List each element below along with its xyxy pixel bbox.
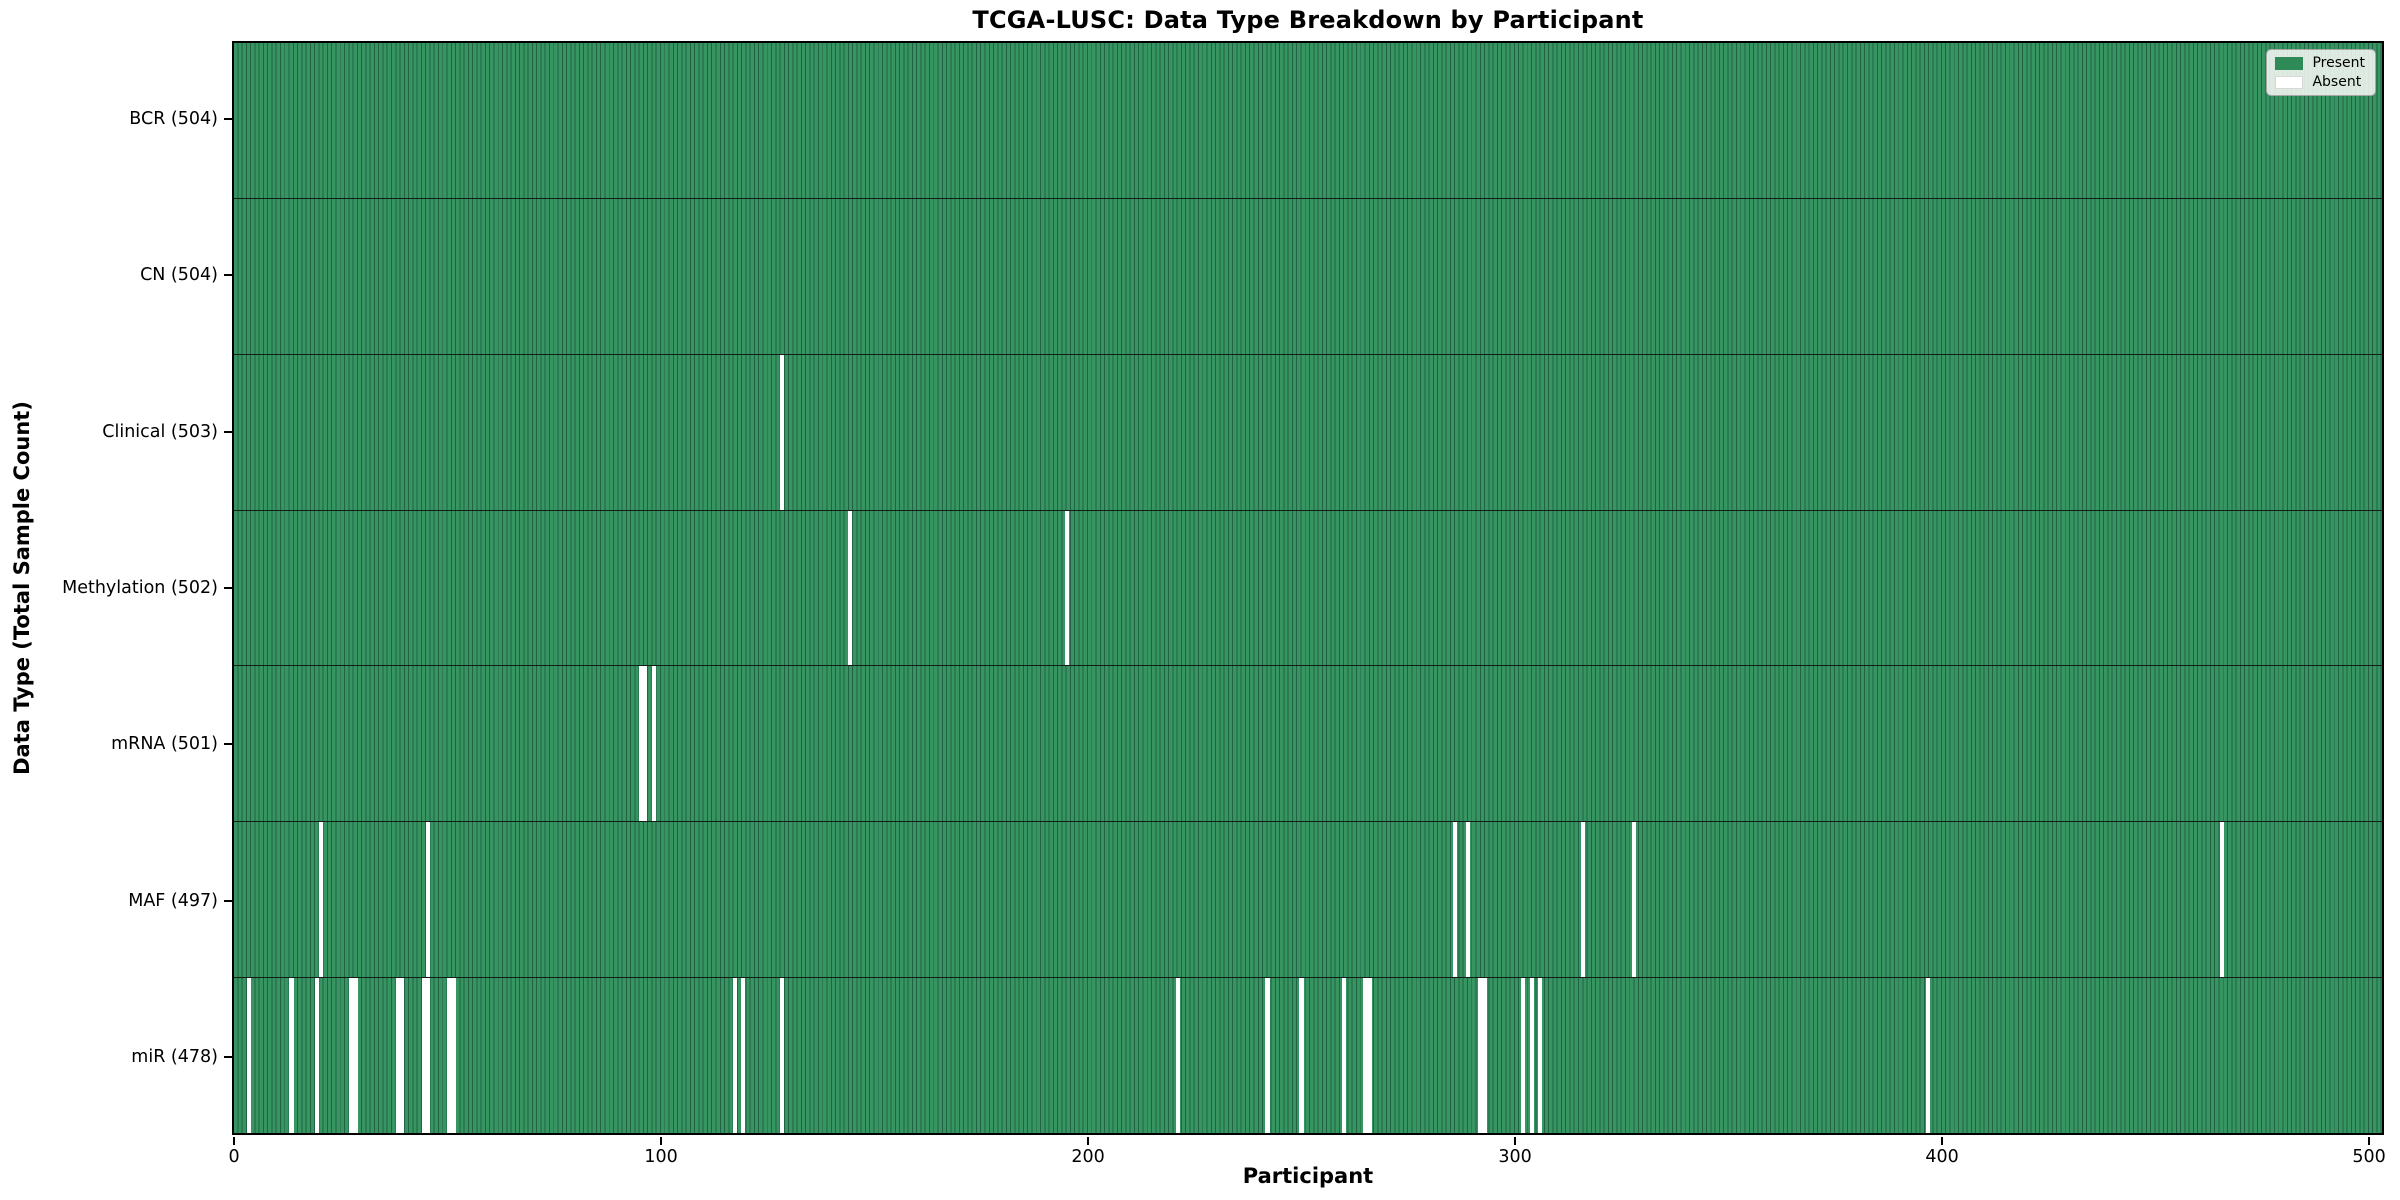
legend-label-present: Present <box>2312 55 2365 71</box>
row-miR <box>234 977 2382 1134</box>
row-Clinical <box>234 353 2382 510</box>
absent-cell <box>289 978 294 1134</box>
absent-cell <box>451 978 456 1134</box>
absent-cell <box>1299 978 1304 1134</box>
absent-cell <box>1465 822 1470 978</box>
absent-cell <box>1631 822 1637 978</box>
absent-cell <box>779 978 784 1134</box>
chart-title: TCGA-LUSC: Data Type Breakdown by Partic… <box>972 6 1644 34</box>
absent-cell <box>1342 978 1347 1134</box>
absent-cell <box>1529 978 1534 1134</box>
absent-cell <box>1367 978 1372 1134</box>
absent-cell <box>779 354 784 510</box>
y-tick-marks <box>224 41 232 1135</box>
absent-cell <box>741 978 746 1134</box>
x-tick-mark <box>660 1137 663 1145</box>
y-tick-label-miR: miR (478) <box>131 1046 218 1067</box>
x-tick-mark <box>2368 1137 2371 1145</box>
absent-cell <box>732 978 737 1134</box>
absent-cell <box>1521 978 1526 1134</box>
y-tick-mark <box>224 587 232 589</box>
y-tick-label-BCR: BCR (504) <box>129 109 218 130</box>
absent-cell <box>314 978 320 1134</box>
row-CN <box>234 197 2382 354</box>
absent-cell <box>1580 822 1585 978</box>
absent-cell <box>400 978 405 1134</box>
x-tick-label-100: 100 <box>644 1147 678 1167</box>
legend: Present Absent <box>2266 49 2376 96</box>
legend-entry-present: Present <box>2275 56 2365 70</box>
absent-cell <box>638 666 644 822</box>
absent-cell <box>1363 978 1368 1134</box>
x-tick-mark <box>233 1137 236 1145</box>
absent-cell <box>353 978 358 1134</box>
absent-cell <box>1175 978 1181 1134</box>
present-swatch-icon <box>2275 56 2304 70</box>
absent-cell <box>1925 978 1931 1134</box>
absent-cell <box>246 978 252 1134</box>
x-tick-label-500: 500 <box>2352 1147 2386 1167</box>
y-tick-label-CN: CN (504) <box>140 265 218 286</box>
absent-swatch-icon <box>2275 75 2304 89</box>
absent-cell <box>1482 978 1487 1134</box>
y-tick-mark <box>224 743 232 746</box>
absent-cell <box>319 822 324 978</box>
absent-cell <box>643 666 648 822</box>
y-tick-label-mRNA: mRNA (501) <box>111 734 218 755</box>
x-tick-label-200: 200 <box>1071 1147 1105 1167</box>
plot-area: Present Absent <box>232 41 2384 1135</box>
x-tick-mark <box>1941 1137 1944 1145</box>
absent-cell <box>395 978 401 1134</box>
absent-cell <box>651 666 656 822</box>
x-tick-layer: 0 100 200 300 400 500 <box>228 1135 2386 1175</box>
row-BCR <box>234 43 2382 198</box>
legend-label-absent: Absent <box>2312 74 2362 90</box>
row-Methylation <box>234 509 2382 666</box>
absent-cell <box>425 822 431 978</box>
absent-cell <box>1478 978 1483 1134</box>
x-tick-label-300: 300 <box>1498 1147 1532 1167</box>
legend-entry-absent: Absent <box>2275 75 2365 89</box>
y-tick-label-Clinical: Clinical (503) <box>102 421 218 442</box>
x-tick-label-0: 0 <box>228 1147 240 1167</box>
absent-cell <box>425 978 431 1134</box>
absent-cell <box>421 978 426 1134</box>
y-tick-label-MAF: MAF (497) <box>128 890 218 911</box>
x-tick-mark <box>1087 1137 1090 1145</box>
x-tick-mark <box>1514 1137 1517 1145</box>
row-mRNA <box>234 665 2382 822</box>
y-tick-mark <box>224 899 232 902</box>
x-axis-label: Participant <box>1242 1164 1374 1188</box>
y-tick-mark <box>224 118 232 121</box>
y-tick-label-Methylation: Methylation (502) <box>62 578 218 598</box>
y-tick-labels: BCR (504) CN (504) Clinical (503) Methylati… <box>0 41 218 1135</box>
y-tick-mark <box>224 274 232 277</box>
row-MAF <box>234 821 2382 978</box>
absent-cell <box>1452 822 1458 978</box>
y-tick-mark <box>224 1055 232 1058</box>
absent-cell <box>1065 510 1070 666</box>
x-tick-label-400: 400 <box>1925 1147 1959 1167</box>
absent-cell <box>1538 978 1543 1134</box>
absent-cell <box>847 510 852 666</box>
absent-cell <box>1265 978 1270 1134</box>
absent-cell <box>349 978 354 1134</box>
absent-cell <box>447 978 452 1134</box>
absent-cell <box>2220 822 2225 978</box>
y-tick-mark <box>224 430 232 433</box>
